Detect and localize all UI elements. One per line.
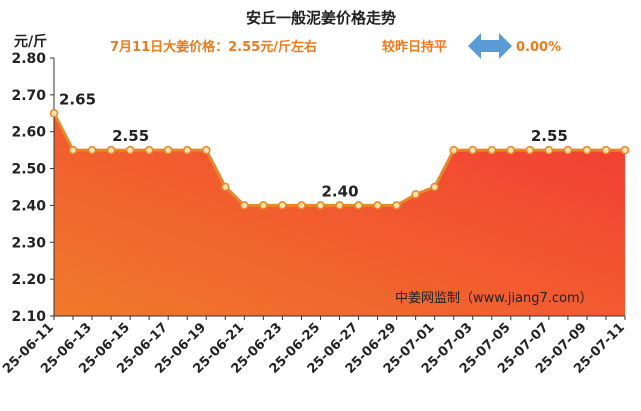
data-point [544,145,554,155]
y-tick-label: 2.50 [11,162,46,178]
double-arrow-icon [468,33,512,59]
price-subtitle: 7月11日大姜价格：2.55元/斤左右 [110,39,317,55]
data-point [49,109,59,118]
data-point [144,145,154,155]
data-point [506,145,516,155]
data-point [278,201,287,210]
y-tick-label: 2.20 [11,272,46,288]
data-point [87,145,97,155]
data-point [373,201,382,210]
data-labels: 2.65 2.55 2.40 2.55 [59,90,568,200]
y-axis-unit: 元/斤 [14,33,47,50]
data-label: 2.55 [112,127,149,145]
data-point [163,145,173,155]
data-point [316,201,325,210]
data-point [68,145,78,155]
change-value: 0.00% [516,40,561,55]
watermark: 中姜网监制（www.jiang7.com） [395,291,593,306]
data-point [601,145,611,155]
data-point [411,190,420,199]
series-area [54,113,625,316]
data-point [468,145,477,155]
y-tick-label: 2.10 [11,309,46,325]
data-point [354,201,363,210]
data-point [240,201,249,210]
data-point [525,145,535,155]
chart-title: 安丘一般泥姜价格走势 [246,9,396,27]
y-tick-label: 2.40 [11,198,46,214]
data-label: 2.55 [531,127,568,145]
x-axis: 25-06-1125-06-1325-06-1525-06-1725-06-19… [0,316,628,377]
data-point [221,182,230,192]
data-point [430,182,439,192]
data-point [335,201,344,210]
data-point [620,145,630,155]
data-label: 2.40 [322,182,359,200]
y-axis: 2.10 2.20 2.30 2.40 2.50 2.60 2.70 2.80 [11,51,54,325]
data-point [449,145,458,155]
data-point [487,145,497,155]
data-point [297,201,306,210]
data-point [182,145,192,155]
plot-area [49,58,630,317]
data-point [392,201,401,210]
data-point [106,145,116,155]
data-point [125,145,135,155]
data-point [563,145,573,155]
y-tick-label: 2.60 [11,125,46,141]
data-point [259,201,268,210]
data-point [202,145,211,155]
y-tick-label: 2.30 [11,235,46,251]
y-tick-label: 2.80 [11,51,46,67]
data-point [582,145,592,155]
data-label: 2.65 [59,90,96,108]
change-text: 较昨日持平 [382,39,447,55]
y-tick-label: 2.70 [11,88,46,104]
